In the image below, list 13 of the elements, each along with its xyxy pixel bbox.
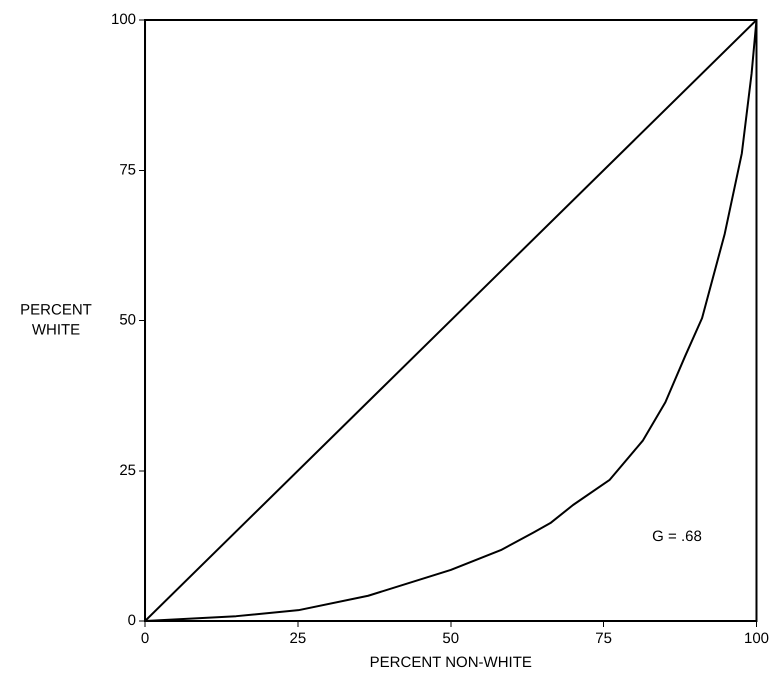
x-tick-label: 75 [595,630,612,648]
y-tick-label: 75 [119,161,136,178]
y-tick-label: 50 [119,312,136,329]
x-tick-label: 50 [442,630,460,648]
x-tick-label: 25 [290,630,306,648]
y-tick-label: 100 [110,11,136,28]
y-axis-title: PERCENT WHITE [20,302,92,339]
x-axis-title: PERCENT NON-WHITE [370,654,532,672]
x-tick-label: 0 [140,630,150,648]
y-tick-label: 25 [119,462,136,479]
annotation: G = .68 [652,528,702,545]
x-tick-label: 100 [744,630,769,648]
y-tick-label: 0 [128,612,136,630]
